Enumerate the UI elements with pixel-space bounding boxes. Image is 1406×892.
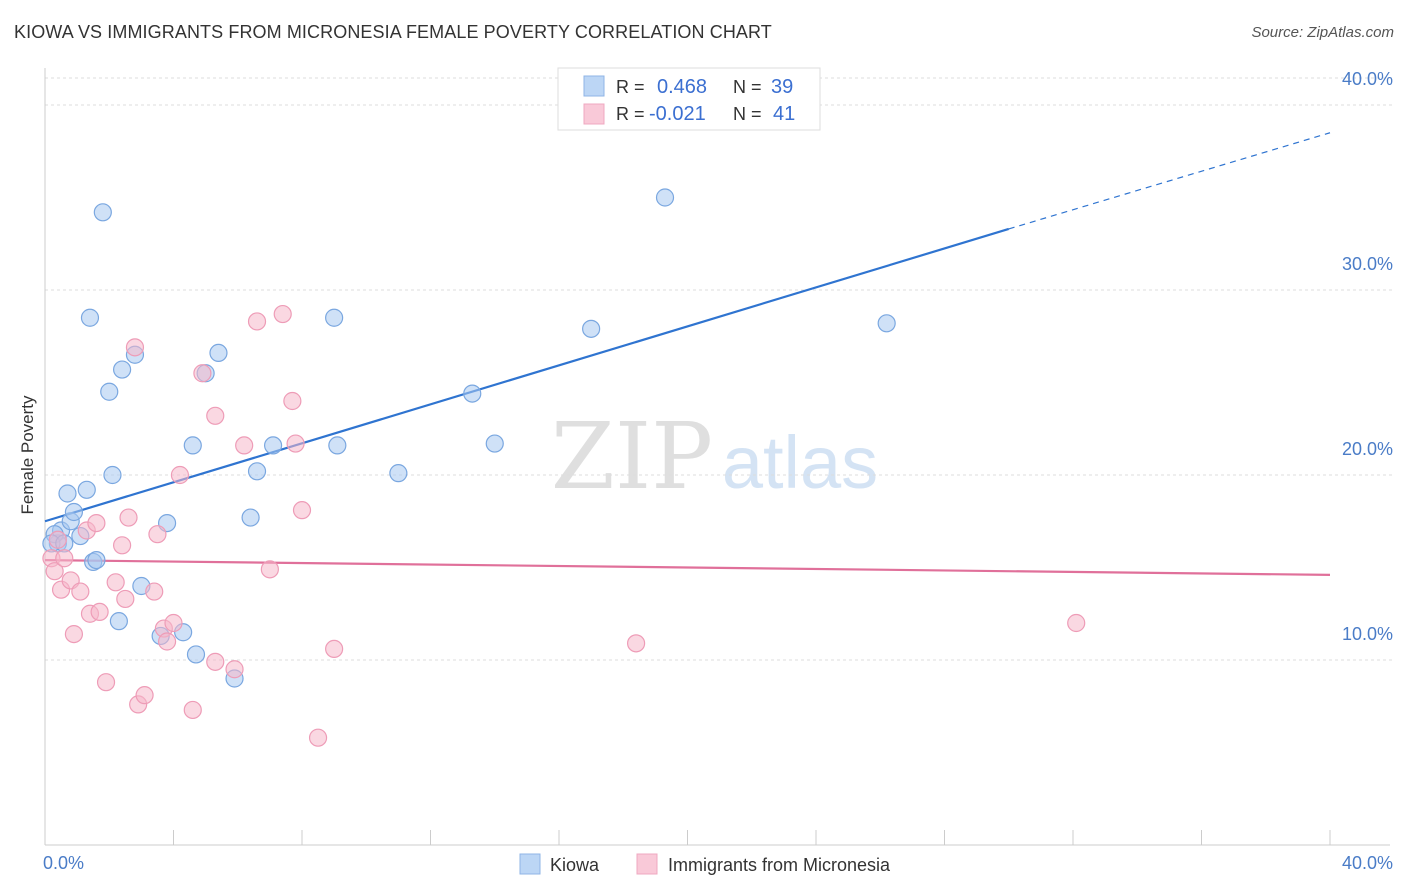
data-point-micronesia (206, 652, 225, 671)
data-point-micronesia (45, 562, 64, 581)
trend-line-kiowa (44, 227, 1010, 523)
data-point-micronesia (106, 573, 125, 592)
stats-n-value-kiowa: 39 (771, 76, 793, 98)
data-point-micronesia (116, 589, 135, 609)
data-point-kiowa (389, 464, 408, 483)
data-point-kiowa (463, 384, 482, 403)
data-points (42, 188, 1086, 747)
data-point-micronesia (626, 634, 646, 653)
data-point-kiowa (112, 360, 132, 379)
y-tick-label: 40.0% (1342, 69, 1393, 89)
data-point-micronesia (64, 624, 84, 644)
legend-swatch-micronesia (636, 853, 658, 875)
stats-legend-swatch-micronesia (583, 103, 605, 125)
y-axis-label: Female Poverty (18, 395, 37, 515)
data-point-micronesia (286, 434, 305, 453)
data-point-micronesia (96, 673, 116, 692)
data-point-micronesia (145, 582, 164, 601)
watermark-zip: ZIP (551, 403, 713, 510)
data-point-kiowa (103, 465, 122, 485)
data-point-micronesia (225, 660, 244, 679)
data-point-kiowa (100, 382, 119, 401)
data-point-kiowa (186, 645, 206, 664)
watermark-atlas: atlas (722, 421, 878, 504)
x-tick-labels: 0.0% 40.0% (43, 853, 1393, 873)
data-point-kiowa (325, 308, 344, 327)
stats-r-label-micronesia: R = (616, 104, 645, 124)
data-point-kiowa (64, 502, 84, 522)
data-point-micronesia (90, 602, 109, 622)
data-point-micronesia (71, 582, 90, 601)
stats-n-label-micronesia: N = (733, 104, 762, 124)
data-point-kiowa (582, 319, 601, 338)
data-point-micronesia (87, 513, 106, 533)
data-point-kiowa (209, 343, 228, 362)
series-legend: Kiowa Immigrants from Micronesia (519, 853, 891, 875)
data-point-micronesia (119, 508, 138, 527)
data-point-micronesia (135, 686, 154, 705)
data-point-micronesia (247, 312, 267, 331)
data-point-micronesia (283, 391, 302, 411)
x-tick-label: 0.0% (43, 853, 84, 873)
data-point-micronesia (273, 304, 292, 324)
data-point-kiowa (80, 308, 100, 327)
data-point-micronesia (148, 525, 167, 544)
data-point-kiowa (247, 462, 267, 481)
data-point-micronesia (325, 639, 344, 659)
data-point-kiowa (77, 480, 96, 499)
data-point-kiowa (183, 436, 202, 455)
data-point-micronesia (260, 560, 279, 579)
trend-line-micronesia (44, 559, 1331, 576)
data-point-kiowa (58, 484, 77, 503)
x-ticks (44, 830, 1331, 845)
legend-swatch-kiowa (519, 853, 541, 875)
data-point-micronesia (206, 406, 225, 425)
data-point-micronesia (292, 501, 312, 520)
y-tick-labels: 10.0% 20.0% 30.0% 40.0% (1342, 69, 1393, 644)
data-point-kiowa (263, 436, 283, 455)
source-label: Source: ZipAtlas.com (1251, 24, 1394, 41)
legend-label-kiowa: Kiowa (550, 855, 600, 875)
data-point-kiowa (241, 508, 260, 527)
data-point-micronesia (1067, 613, 1086, 633)
stats-n-value-micronesia: 41 (773, 103, 795, 125)
data-point-micronesia (308, 728, 328, 747)
legend-label-micronesia: Immigrants from Micronesia (668, 855, 891, 875)
data-point-kiowa (93, 203, 112, 222)
data-point-micronesia (48, 530, 67, 549)
data-point-micronesia (125, 338, 145, 357)
chart-title: KIOWA VS IMMIGRANTS FROM MICRONESIA FEMA… (14, 22, 772, 42)
data-point-kiowa (109, 612, 128, 631)
stats-n-label-kiowa: N = (733, 77, 762, 97)
trend-line-extension-kiowa (1008, 132, 1331, 230)
trend-lines (44, 132, 1331, 576)
data-point-micronesia (164, 613, 183, 633)
y-tick-label: 10.0% (1342, 624, 1393, 644)
data-point-kiowa (655, 188, 675, 207)
data-point-kiowa (328, 436, 347, 455)
data-point-micronesia (157, 632, 177, 651)
data-point-micronesia (170, 465, 190, 485)
axes (44, 68, 1390, 846)
stats-r-value-kiowa: 0.468 (657, 76, 707, 98)
data-point-micronesia (235, 436, 254, 455)
data-point-kiowa (485, 434, 504, 453)
data-point-kiowa (87, 550, 106, 570)
x-tick-label: 40.0% (1342, 853, 1393, 873)
stats-r-value-micronesia: -0.021 (649, 103, 706, 125)
data-point-micronesia (183, 700, 202, 720)
data-point-kiowa (877, 314, 896, 333)
stats-legend-swatch-kiowa (583, 75, 605, 97)
stats-legend: R = 0.468 N = 39 R = -0.021 N = 41 (557, 67, 821, 131)
stats-r-label-kiowa: R = (616, 77, 645, 97)
data-point-micronesia (55, 549, 74, 568)
data-point-micronesia (112, 536, 132, 555)
y-tick-label: 30.0% (1342, 254, 1393, 274)
data-point-micronesia (193, 364, 212, 383)
y-tick-label: 20.0% (1342, 439, 1393, 459)
